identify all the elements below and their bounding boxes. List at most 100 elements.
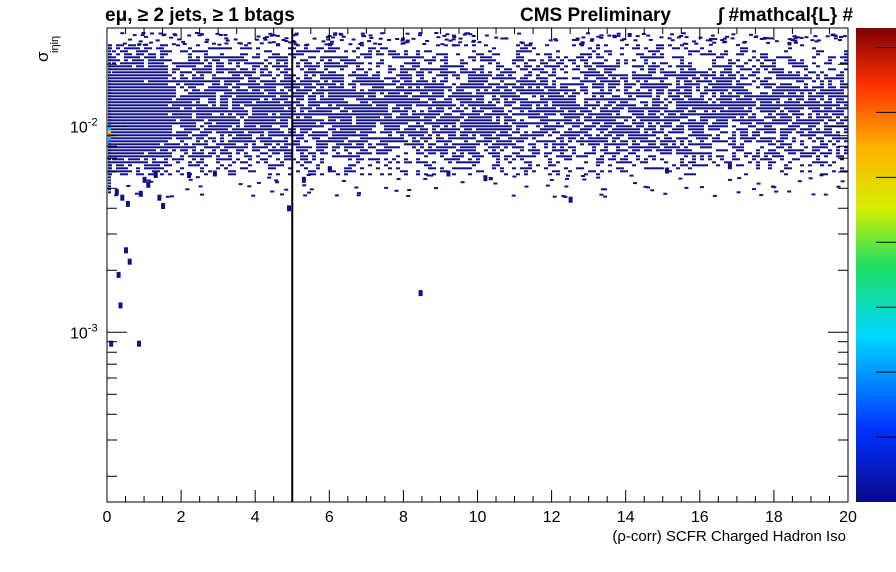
bin-cell [500, 128, 504, 131]
bin-cell [276, 92, 280, 95]
bin-cell [764, 158, 768, 161]
bin-cell [420, 74, 424, 77]
bin-cell [132, 44, 136, 47]
bin-cell [120, 77, 124, 80]
bin-cell [120, 86, 124, 89]
bin-cell [240, 53, 244, 56]
bin-cell [452, 83, 456, 86]
bin-cell [532, 134, 536, 137]
bin-cell [124, 146, 128, 149]
bin-cell [724, 80, 728, 83]
bin-cell [392, 137, 396, 140]
bin-cell [840, 83, 844, 86]
bin-cell [152, 146, 156, 149]
bin-cell [744, 77, 748, 80]
bin-cell [264, 119, 268, 122]
bin-cell [548, 113, 552, 116]
bin-cell [380, 140, 384, 143]
bin-cell [840, 158, 844, 161]
bin-cell [300, 125, 304, 128]
bin-cell [328, 101, 332, 104]
bin-cell [624, 119, 628, 122]
bin-cell [156, 167, 160, 170]
bin-cell [716, 107, 720, 110]
bin-cell [336, 47, 340, 50]
bin-cell [296, 140, 300, 143]
bin-cell [608, 104, 612, 107]
bin-cell [348, 74, 352, 77]
bin-cell [296, 83, 300, 86]
bin-cell [336, 65, 340, 68]
bin-cell [472, 77, 476, 80]
bin-cell [668, 170, 672, 173]
bin-cell [320, 59, 324, 62]
bin-cell [144, 74, 148, 77]
bin-cell [796, 71, 800, 74]
bin-cell [128, 152, 132, 155]
bin-cell [316, 149, 320, 152]
bin-cell [116, 143, 120, 146]
bin-cell [644, 119, 648, 122]
bin-cell [728, 110, 732, 113]
bin-cell [636, 53, 640, 56]
bin-cell [504, 116, 508, 119]
bin-cell [612, 68, 616, 71]
bin-cell [624, 149, 628, 152]
bin-cell [632, 146, 636, 149]
bin-cell [344, 50, 348, 53]
bin-cell [132, 34, 137, 37]
bin-cell [172, 110, 176, 113]
bin-cell [164, 161, 168, 164]
bin-cell [200, 125, 204, 128]
bin-cell [496, 89, 500, 92]
bin-cell [488, 152, 492, 155]
bin-cell [656, 95, 660, 98]
bin-cell [224, 104, 228, 107]
bin-cell [648, 89, 652, 92]
bin-cell [636, 125, 640, 128]
bin-cell [368, 164, 372, 167]
bin-cell [540, 119, 544, 122]
bin-cell [524, 101, 528, 104]
bin-cell [348, 89, 352, 92]
bin-cell [432, 110, 436, 113]
bin-cell [372, 92, 376, 95]
bin-cell [396, 95, 400, 98]
bin-cell [308, 116, 312, 119]
bin-cell [240, 110, 244, 113]
bin-cell [292, 92, 296, 95]
bin-cell [155, 39, 160, 42]
bin-cell [808, 71, 812, 74]
bin-cell [636, 107, 640, 110]
bin-cell [308, 89, 312, 92]
bin-cell [112, 104, 116, 107]
bin-cell [696, 83, 700, 86]
bin-cell [144, 131, 148, 134]
bin-cell [804, 74, 808, 77]
bin-cell [172, 89, 176, 92]
bin-cell [800, 98, 804, 101]
bin-cell [312, 37, 317, 40]
bin-cell [500, 149, 504, 152]
bin-cell [656, 149, 660, 152]
bin-cell [304, 125, 308, 128]
bin-cell [600, 158, 604, 161]
bin-cell [496, 74, 500, 77]
bin-cell [412, 146, 416, 149]
bin-cell [228, 83, 232, 86]
bin-cell [136, 125, 140, 128]
bin-cell [156, 128, 160, 131]
bin-cell [176, 65, 180, 68]
bin-cell [616, 146, 620, 149]
bin-cell [616, 134, 620, 137]
bin-cell [556, 89, 560, 92]
bin-cell [712, 59, 716, 62]
bin-cell [284, 152, 288, 155]
bin-cell [452, 143, 456, 146]
bin-cell [300, 158, 304, 161]
bin-cell [272, 113, 276, 116]
bin-cell [696, 152, 700, 155]
bin-cell [312, 68, 316, 71]
bin-cell [572, 101, 576, 104]
bin-cell [472, 101, 476, 104]
